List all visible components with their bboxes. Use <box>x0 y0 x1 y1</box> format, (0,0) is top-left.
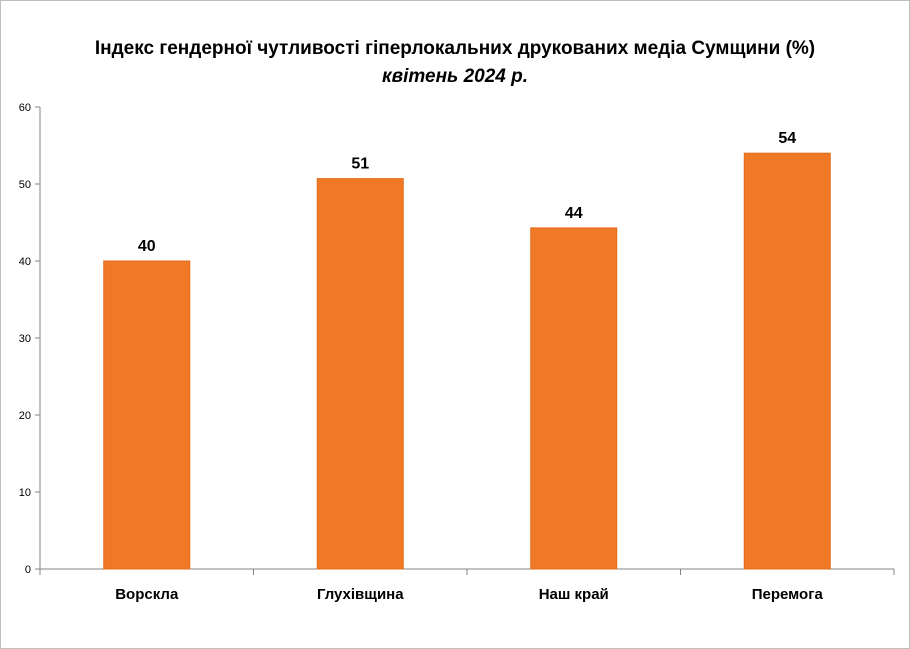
bar-4 <box>743 152 831 570</box>
bar-1 <box>103 260 191 570</box>
bar-2 <box>316 178 404 570</box>
y-tick-label: 40 <box>19 256 31 268</box>
y-tick-label: 0 <box>25 564 31 576</box>
y-tick-label: 10 <box>19 487 31 499</box>
data-label-2: 51 <box>351 156 369 173</box>
y-tick-label: 20 <box>19 410 31 422</box>
category-label-3: Наш край <box>539 586 609 603</box>
bar-3 <box>530 227 618 570</box>
category-label-2: Глухівщина <box>317 586 404 603</box>
category-label-4: Перемога <box>752 586 824 603</box>
data-label-4: 54 <box>778 130 796 147</box>
y-tick-label: 50 <box>19 179 31 191</box>
y-tick-label: 30 <box>19 333 31 345</box>
data-label-3: 44 <box>565 205 583 222</box>
chart-title: Індекс гендерної чутливості гіперлокальн… <box>94 38 816 59</box>
chart-subtitle: квітень 2024 р. <box>381 66 529 87</box>
y-tick-label: 60 <box>19 102 31 114</box>
category-label-1: Ворскла <box>115 586 179 603</box>
data-label-1: 40 <box>138 238 156 255</box>
